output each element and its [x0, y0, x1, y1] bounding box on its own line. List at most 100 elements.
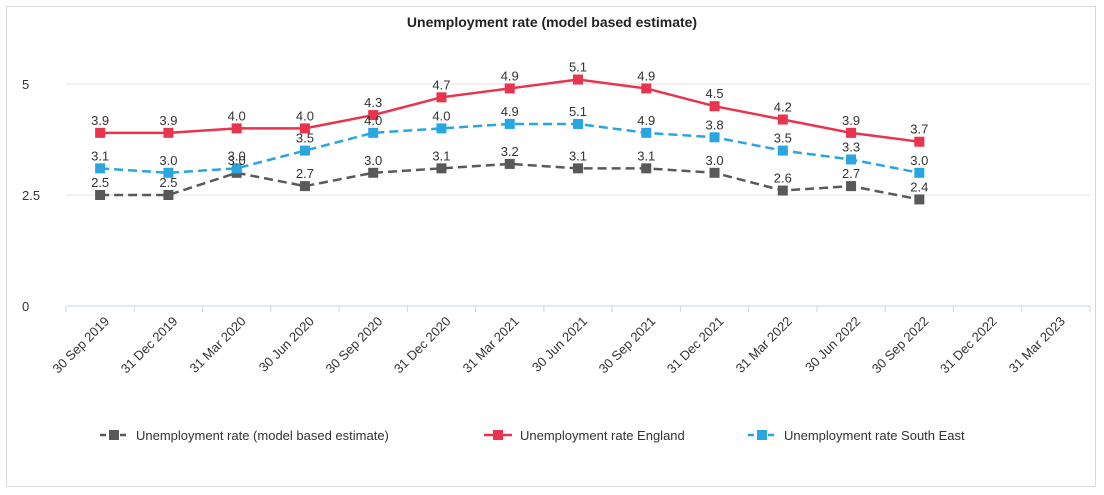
x-tick-label: 31 Mar 2023	[1006, 314, 1068, 376]
x-tick-label: 30 Sep 2020	[323, 314, 386, 377]
data-point	[95, 127, 106, 138]
data-point	[573, 74, 583, 85]
legend-marker	[109, 430, 119, 440]
data-label: 2.5	[91, 175, 109, 190]
x-tick-label: 31 Dec 2020	[391, 314, 454, 377]
x-tick-label: 31 Mar 2022	[733, 314, 795, 376]
data-label: 2.7	[842, 166, 860, 181]
legend-item: Unemployment rate South East	[748, 428, 965, 443]
series-line	[100, 162, 920, 201]
data-point	[573, 163, 583, 174]
legend-item: Unemployment rate England	[484, 428, 685, 443]
data-label: 4.9	[501, 104, 519, 119]
y-tick-label: 0	[22, 299, 29, 314]
data-label: 3.0	[159, 153, 177, 168]
data-label: 3.0	[910, 153, 928, 168]
data-label: 4.7	[432, 77, 450, 92]
data-point	[163, 167, 174, 178]
legend-marker	[757, 430, 767, 440]
data-point	[777, 185, 788, 196]
data-label: 3.0	[228, 153, 246, 168]
x-tick-label: 30 Jun 2022	[802, 314, 863, 375]
data-point	[436, 163, 447, 174]
data-label: 3.1	[569, 148, 587, 163]
data-label: 2.6	[774, 171, 792, 186]
data-point	[163, 190, 174, 200]
legend-marker	[493, 430, 503, 440]
data-label: 4.0	[364, 113, 382, 128]
data-point	[368, 110, 379, 121]
data-label: 3.0	[705, 153, 723, 168]
data-label: 3.7	[910, 122, 928, 137]
series-3	[95, 118, 925, 178]
data-point	[709, 132, 720, 143]
data-label: 4.0	[228, 108, 246, 123]
data-point	[299, 181, 310, 192]
data-point	[368, 167, 379, 178]
data-label: 4.5	[705, 86, 723, 101]
legend-item: Unemployment rate (model based estimate)	[100, 428, 389, 443]
data-point	[914, 194, 925, 205]
legend-label: Unemployment rate South East	[784, 428, 965, 443]
x-tick-label: 31 Mar 2020	[187, 314, 249, 376]
x-tick-label: 31 Mar 2021	[460, 314, 522, 376]
data-label: 2.5	[159, 175, 177, 190]
x-tick-label: 31 Dec 2021	[664, 314, 727, 377]
x-tick-label: 30 Jun 2021	[529, 314, 590, 375]
data-label: 4.9	[637, 113, 655, 128]
data-label: 4.2	[774, 100, 792, 115]
data-point	[436, 123, 447, 134]
data-label: 3.8	[705, 117, 723, 132]
data-point	[641, 83, 652, 94]
data-label: 3.9	[159, 113, 177, 128]
data-point	[504, 83, 515, 94]
data-label: 4.9	[637, 68, 655, 83]
data-point	[846, 181, 857, 192]
y-tick-label: 5	[22, 77, 29, 92]
data-point	[299, 123, 310, 134]
data-label: 2.7	[296, 166, 314, 181]
x-tick-label: 31 Dec 2019	[118, 314, 181, 377]
data-label: 4.9	[501, 68, 519, 83]
data-point	[504, 118, 515, 129]
data-point	[368, 127, 379, 138]
x-tick-label: 30 Sep 2021	[596, 314, 659, 377]
y-tick-label: 2.5	[22, 188, 40, 203]
legend: Unemployment rate (model based estimate)…	[100, 428, 965, 443]
data-label: 4.0	[296, 108, 314, 123]
data-label: 4.0	[432, 108, 450, 123]
data-point	[299, 145, 310, 156]
axes: 0 2.5 5 30 Sep 2019 31 Dec 2019 31 Mar 2020 30…	[22, 77, 1091, 377]
data-label: 3.3	[842, 139, 860, 154]
data-label: 2.4	[910, 179, 928, 194]
data-label: 3.5	[774, 131, 792, 146]
data-point	[95, 190, 106, 200]
gridlines	[66, 83, 1090, 196]
chart-title: Unemployment rate (model based estimate)	[406, 14, 698, 30]
data-label: 3.1	[637, 148, 655, 163]
data-label: 3.0	[228, 148, 246, 163]
data-label: 4.3	[364, 95, 382, 110]
legend-label: Unemployment rate (model based estimate)	[136, 428, 389, 443]
data-labels: 2.5 2.5 3.0 2.7 3.0 3.1 3.2 3.1 3.1 3.0 2.6 2.7 2.4 3…	[91, 60, 928, 195]
x-tick-label: 31 Dec 2022	[937, 314, 1000, 377]
data-label: 3.0	[364, 153, 382, 168]
data-label: 3.9	[91, 113, 109, 128]
data-point	[914, 167, 925, 178]
legend-label: Unemployment rate England	[520, 428, 685, 443]
data-point	[231, 123, 242, 134]
data-point	[641, 127, 652, 138]
x-tick-label: 30 Sep 2019	[50, 314, 113, 377]
data-label: 3.1	[91, 148, 109, 163]
data-label: 3.2	[501, 144, 519, 159]
chart-frame	[6, 6, 1096, 487]
data-point	[163, 127, 174, 138]
series-layer	[95, 74, 925, 205]
data-label: 3.1	[432, 148, 450, 163]
series-2	[95, 74, 925, 147]
series-1	[95, 158, 925, 205]
data-point	[846, 154, 857, 165]
data-point	[641, 163, 652, 174]
data-point	[777, 114, 788, 125]
